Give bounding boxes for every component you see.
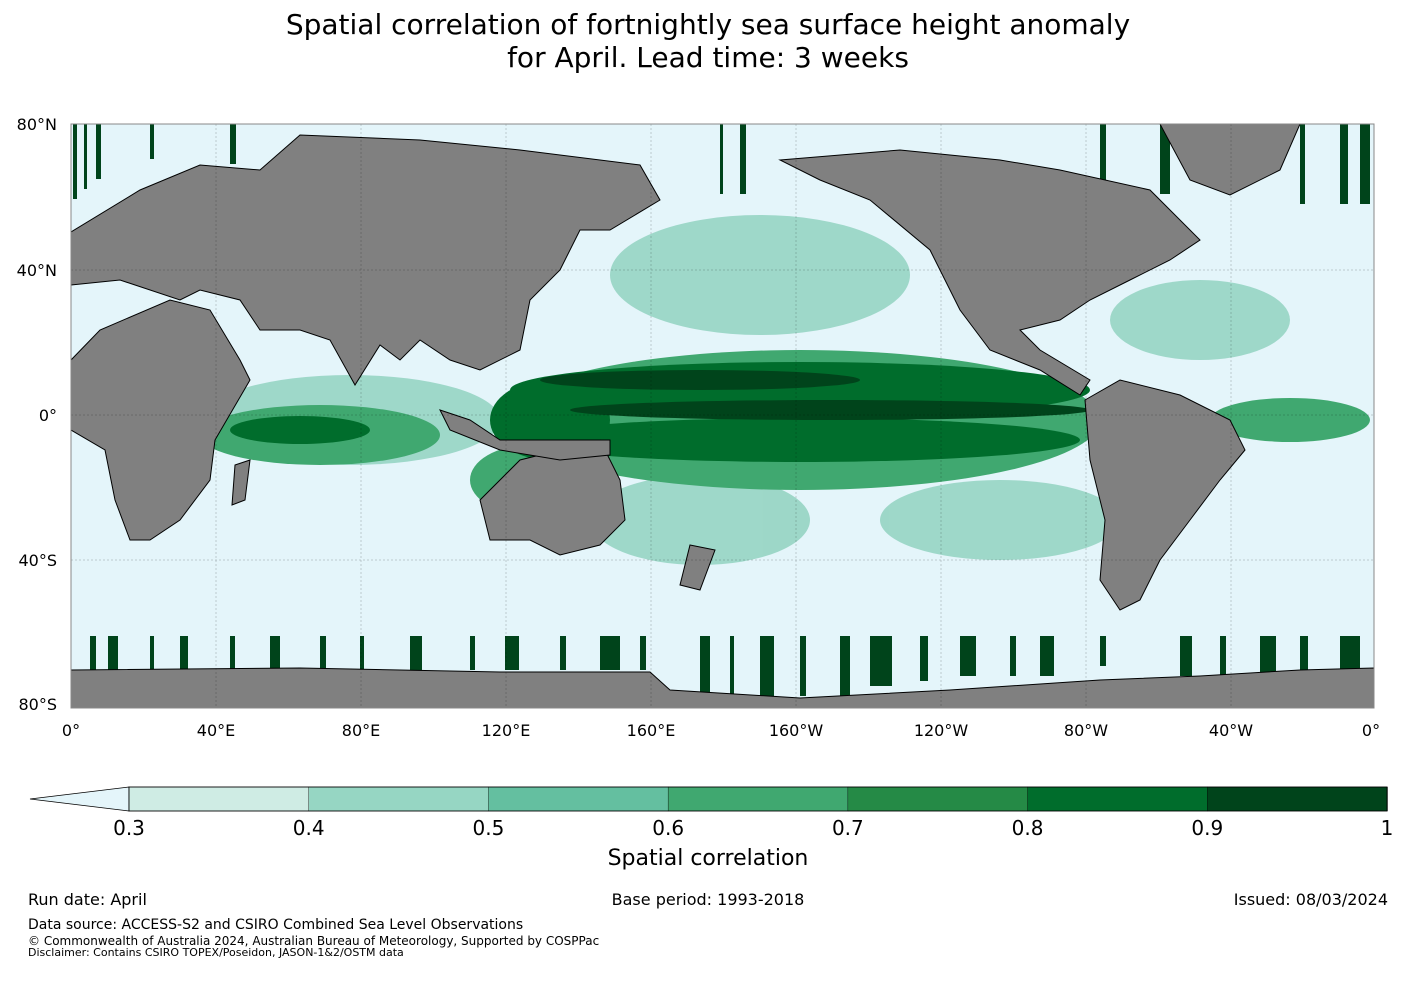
colorbar-tick-label: 0.3 <box>113 816 145 840</box>
colorbar-box <box>847 786 1029 812</box>
land-madagascar <box>231 459 251 506</box>
lat-label-40n: 40°N <box>17 261 57 280</box>
land-indonesia <box>439 409 611 461</box>
longitude-labels: 0° 40°E 80°E 120°E 160°E 160°W 120°W 80°… <box>62 721 1380 740</box>
land-new-zealand <box>679 544 716 591</box>
colorbar-box <box>488 786 669 812</box>
land-antarctica <box>71 667 1374 708</box>
colorbar-extend-triangle <box>29 786 130 812</box>
colorbar-tick-label: 0.4 <box>293 816 325 840</box>
issued-date: Issued: 08/03/2024 <box>1233 890 1388 909</box>
colorbar-box <box>1027 786 1208 812</box>
colorbar-tick-label: 0.6 <box>652 816 684 840</box>
colorbar-box <box>308 786 490 812</box>
colorbar-tick-label: 0.5 <box>473 816 505 840</box>
copyright: © Commonwealth of Australia 2024, Austra… <box>28 934 600 948</box>
lon-label-80e: 80°E <box>342 721 380 740</box>
correlation-field <box>73 124 1370 696</box>
base-period: Base period: 1993-2018 <box>611 890 805 909</box>
lon-label-0-east: 0° <box>1362 721 1380 740</box>
southern-ocean-stripes <box>90 636 1360 696</box>
latitude-labels: 80°N 40°N 0° 40°S 80°S <box>17 115 57 714</box>
land-south-america <box>1084 379 1246 611</box>
lat-label-40s: 40°S <box>18 551 57 570</box>
lon-label-40w: 40°W <box>1209 721 1253 740</box>
colorbar: 0.3 0.4 0.5 0.6 0.7 0.8 0.9 1 <box>29 786 1393 840</box>
lon-label-120w: 120°W <box>914 721 969 740</box>
colorbar-tick-label: 0.7 <box>832 816 864 840</box>
map-frame <box>70 123 1375 709</box>
land-africa <box>71 299 251 541</box>
lat-label-80s: 80°S <box>18 695 57 714</box>
data-source: Data source: ACCESS-S2 and CSIRO Combine… <box>28 917 524 933</box>
land-masses <box>71 124 1374 708</box>
lat-label-80n: 80°N <box>17 115 57 134</box>
colorbar-ticks: 0.3 0.4 0.5 0.6 0.7 0.8 0.9 1 <box>113 816 1393 840</box>
correlation-band-0.5 <box>200 215 1290 565</box>
correlation-band-0.9 <box>540 370 1090 420</box>
map-plot-area <box>71 124 1374 708</box>
colorbar-box <box>1207 786 1388 812</box>
land-eurasia <box>71 134 661 386</box>
colorbar-tick-label: 1 <box>1381 816 1394 840</box>
colorbar-box <box>128 786 310 812</box>
lon-label-0-west: 0° <box>62 721 80 740</box>
colorbar-tick-label: 0.9 <box>1191 816 1223 840</box>
colorbar-outline <box>128 786 1388 812</box>
chart-title: Spatial correlation of fortnightly sea s… <box>0 8 1416 74</box>
land-north-america <box>778 149 1201 396</box>
land-greenland <box>1159 124 1301 196</box>
lon-label-120e: 120°E <box>482 721 531 740</box>
disclaimer: Disclaimer: Contains CSIRO TOPEX/Poseido… <box>28 946 404 959</box>
lat-label-0: 0° <box>39 406 57 425</box>
colorbar-label: Spatial correlation <box>607 846 809 871</box>
colorbar-box <box>667 786 849 812</box>
title-line-2: for April. Lead time: 3 weeks <box>507 41 909 74</box>
graticule <box>71 124 1374 708</box>
lon-label-160w: 160°W <box>769 721 824 740</box>
lon-label-80w: 80°W <box>1064 721 1108 740</box>
title-line-1: Spatial correlation of fortnightly sea s… <box>285 8 1131 41</box>
colorbar-tick-label: 0.8 <box>1012 816 1044 840</box>
colorbar-boxes <box>128 786 1388 812</box>
run-date: Run date: April <box>28 890 147 909</box>
lon-label-160e: 160°E <box>627 721 676 740</box>
lon-label-40e: 40°E <box>197 721 235 740</box>
